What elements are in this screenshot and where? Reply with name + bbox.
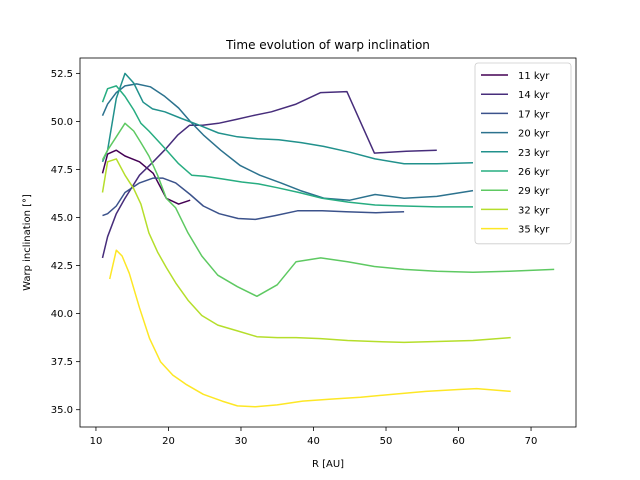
y-tick-label: 40.0 (51, 309, 73, 320)
plot-frame (79, 57, 577, 428)
y-tick-label: 50.0 (51, 117, 73, 128)
series-line-32-kyr (101, 158, 511, 344)
legend-label: 29 kyr (518, 186, 550, 197)
x-axis-ticks: 10 20 30 40 50 60 70 (90, 427, 538, 447)
x-tick-label: 70 (525, 436, 538, 447)
y-axis-ticks: 35.0 37.5 40.0 42.5 45.0 47.5 50.0 52.5 (51, 69, 80, 416)
legend-label: 35 kyr (518, 225, 550, 236)
series-line-35-kyr (108, 249, 511, 408)
legend: 11 kyr 14 kyr 17 kyr 20 kyr 23 kyr 26 kyr 29 k… (474, 62, 572, 245)
plot-lines (101, 72, 555, 408)
series-line-11-kyr (101, 149, 191, 205)
series-line-29-kyr (101, 122, 555, 298)
legend-label: 32 kyr (518, 205, 550, 216)
legend-label: 11 kyr (518, 71, 550, 82)
x-axis-title: R [AU] (312, 459, 344, 470)
y-axis-title: Warp inclination [°] (22, 194, 33, 291)
x-tick-label: 30 (235, 436, 248, 447)
y-tick-label: 35.0 (51, 405, 73, 416)
y-tick-label: 52.5 (51, 69, 73, 80)
legend-label: 26 kyr (518, 167, 550, 178)
legend-label: 14 kyr (518, 90, 550, 101)
y-tick-label: 45.0 (51, 213, 73, 224)
series-line-14-kyr (101, 90, 437, 259)
series-line-17-kyr (102, 177, 405, 221)
legend-label: 20 kyr (518, 129, 550, 140)
x-tick-label: 60 (452, 436, 465, 447)
series-line-23-kyr (101, 72, 474, 165)
x-tick-label: 20 (162, 436, 175, 447)
x-tick-label: 50 (380, 436, 393, 447)
series-line-26-kyr (101, 85, 473, 208)
legend-box (474, 62, 572, 245)
y-tick-label: 47.5 (51, 165, 73, 176)
y-tick-label: 37.5 (51, 357, 73, 368)
x-tick-label: 40 (307, 436, 320, 447)
x-tick-label: 10 (90, 436, 103, 447)
chart-title: Time evolution of warp inclination (225, 38, 430, 52)
legend-label: 23 kyr (518, 148, 550, 159)
series-line-20-kyr (101, 83, 474, 201)
y-tick-label: 42.5 (51, 261, 73, 272)
legend-label: 17 kyr (518, 109, 550, 120)
